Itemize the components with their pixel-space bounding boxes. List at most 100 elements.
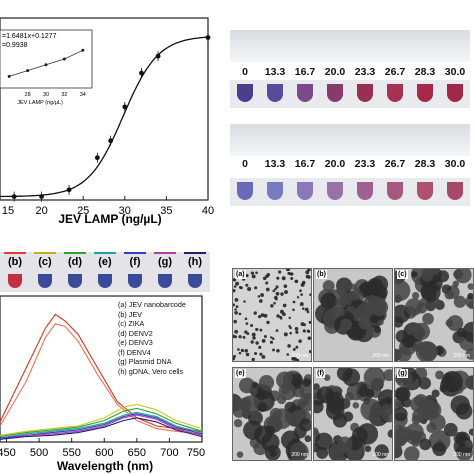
chart1-tick-label: 20 xyxy=(35,205,47,217)
tube-concentration-label: 23.3 xyxy=(354,158,376,170)
tem-scale-bar-label: 200 nm xyxy=(291,452,308,458)
tube-solution xyxy=(297,182,313,200)
tube-row-2-photo xyxy=(230,124,470,156)
tem-micrograph: (b) 200 nm xyxy=(313,268,393,362)
spectra-legend-entry: (h) gDNA, Vero cells xyxy=(118,366,184,376)
tube-solution xyxy=(327,84,343,102)
strip-tube xyxy=(8,274,22,288)
tube-concentration-label: 23.3 xyxy=(354,66,376,78)
spectra-legend-entry: (c) ZIKA xyxy=(118,319,145,328)
tube-solution xyxy=(387,84,403,102)
strip-color-bar xyxy=(4,252,26,254)
chart1-tick-label: 40 xyxy=(202,205,214,217)
chart1-inset-r2: =0.9938 xyxy=(2,42,28,49)
chart1-point xyxy=(11,194,17,200)
strip-sample-label: (e) xyxy=(98,256,112,268)
tem-micrograph: (a) 200 nm xyxy=(232,268,312,362)
tem-texture xyxy=(233,368,311,460)
chart1-fit-curve xyxy=(0,36,209,198)
tube-row-1-photo xyxy=(230,30,470,62)
tube-solution xyxy=(327,182,343,200)
chart1-tick-label: 35 xyxy=(160,205,172,217)
strip-color-bar xyxy=(94,252,116,254)
chart2-series-line xyxy=(0,411,203,439)
tem-image-grid: (a) 200 nm (b) 200 nm (c) 200 nm (e) 200 nm (f) 2… xyxy=(232,268,474,461)
chart2-series-line xyxy=(0,413,203,439)
strip-tube xyxy=(188,274,202,288)
chart2-xlabel: Wavelength (nm) xyxy=(57,459,153,473)
tube-solution xyxy=(297,84,313,102)
chart1-inset-tick-label: 30 xyxy=(43,92,49,98)
spectra-legend-entry: (f) DENV4 xyxy=(118,347,151,357)
tube-concentration-label: 0 xyxy=(242,66,248,78)
lamp-sigmoid-chart: =1.6481x+0.1277 =0.9938 28 30 32 34 JEV LAMP (… xyxy=(0,17,214,226)
chart1-inset-tick-label: 28 xyxy=(25,92,31,98)
tem-micrograph: (f) 200 nm xyxy=(313,367,393,461)
tube-concentration-label: 13.3 xyxy=(264,158,286,170)
chart1-inset-equation: =1.6481x+0.1277 xyxy=(2,33,57,40)
tem-scale-bar-label: 200 nm xyxy=(453,353,470,359)
colorimetric-strip: (b) (c) (d) (e) (f) (g) (h) xyxy=(0,252,210,292)
tube-concentration-label: 20.0 xyxy=(324,66,346,78)
tube-concentration-label: 26.7 xyxy=(384,66,406,78)
tube-solution xyxy=(387,182,403,200)
strip-tube xyxy=(158,274,172,288)
strip-color-bar xyxy=(124,252,146,254)
chart1-inset-xlabel: JEV LAMP (ng/µL) xyxy=(17,100,63,106)
tem-scale-bar-label: 200 nm xyxy=(291,353,308,359)
chart1-inset-tick-label: 34 xyxy=(80,92,86,98)
chart1-point xyxy=(108,138,114,144)
strip-color-bar xyxy=(64,252,86,254)
tube-solution xyxy=(357,84,373,102)
spectra-legend-entry: (b) JEV xyxy=(118,309,142,319)
tem-panel-label: (b) xyxy=(316,270,327,279)
strip-color-bar xyxy=(34,252,56,254)
chart1-point xyxy=(122,104,128,110)
strip-sample-label: (c) xyxy=(38,256,52,268)
tube-concentration-label: 26.7 xyxy=(384,158,406,170)
tube-solution xyxy=(237,182,253,200)
tube-concentration-label: 13.3 xyxy=(264,66,286,78)
tem-panel-label: (f) xyxy=(316,369,325,378)
chart1-inset-point xyxy=(81,48,85,52)
tube-solution xyxy=(447,84,463,102)
chart2-tick-label: 450 xyxy=(0,447,16,459)
spectra-legend-entry: (g) Plasmid DNA xyxy=(118,357,172,366)
tem-texture xyxy=(314,368,392,460)
tube-concentration-label: 0 xyxy=(242,158,248,170)
chart1-inset-point xyxy=(44,63,48,67)
strip-tube xyxy=(68,274,82,288)
tem-panel-label: (g) xyxy=(397,369,408,378)
chart2-series-line xyxy=(0,407,203,438)
chart2-tick-label: 550 xyxy=(62,447,80,459)
tem-micrograph: (g) 200 nm xyxy=(394,367,474,461)
strip-tube xyxy=(38,274,52,288)
chart1-point xyxy=(94,155,100,161)
chart1-inset-point xyxy=(26,69,30,73)
tem-texture xyxy=(314,269,392,361)
spectra-chart: 450 500 550 600 650 700 750 Wavelength (nm) xyxy=(0,295,205,473)
tube-solution xyxy=(267,182,283,200)
chart2-tick-label: 650 xyxy=(128,447,146,459)
chart2-tick-label: 500 xyxy=(30,447,48,459)
tem-scale-bar-label: 200 nm xyxy=(372,353,389,359)
strip-tube xyxy=(98,274,112,288)
tem-micrograph: (c) 200 nm xyxy=(394,268,474,362)
chart2-tick-label: 750 xyxy=(187,447,205,459)
strip-sample-label: (d) xyxy=(67,256,83,268)
tube-solution xyxy=(417,84,433,102)
tem-scale-bar-label: 200 nm xyxy=(453,452,470,458)
spectra-legend-entry: (e) DENV3 xyxy=(118,338,153,347)
strip-color-bar xyxy=(154,252,176,254)
tube-concentration-label: 28.3 xyxy=(414,158,436,170)
chart1-point xyxy=(205,35,211,40)
strip-sample-label: (g) xyxy=(157,256,173,268)
tube-solution xyxy=(417,182,433,200)
chart2-tick-label: 700 xyxy=(160,447,178,459)
strip-color-bar xyxy=(184,252,206,254)
tube-solution xyxy=(267,84,283,102)
tube-concentration-label: 28.3 xyxy=(414,66,436,78)
tem-panel-label: (c) xyxy=(397,270,408,279)
chart1-xlabel: JEV LAMP (ng/µL) xyxy=(58,212,161,226)
chart1-inset-point xyxy=(7,74,11,78)
